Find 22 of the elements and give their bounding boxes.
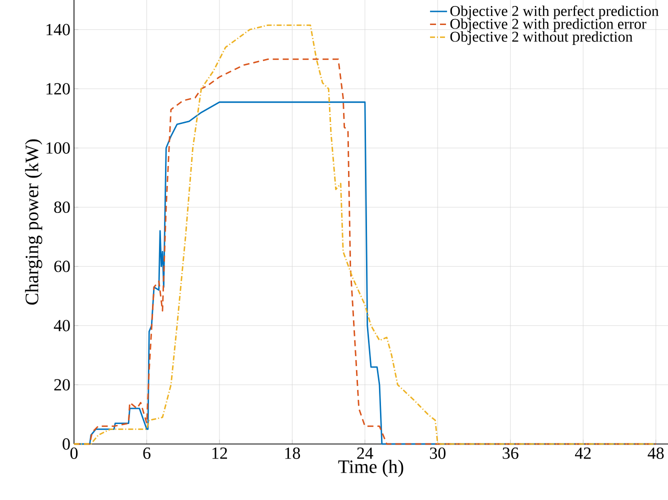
y-tick-label: 140 bbox=[46, 24, 70, 36]
x-tick-label: 0 bbox=[70, 448, 78, 459]
y-tick-label: 100 bbox=[46, 142, 70, 154]
y-tick-label: 40 bbox=[54, 320, 70, 332]
x-tick-label: 6 bbox=[143, 448, 150, 459]
x-tick-label: 24 bbox=[357, 448, 374, 459]
x-tick-label: 18 bbox=[285, 448, 300, 459]
x-tick-label: 48 bbox=[648, 448, 664, 459]
legend-label: Objective 2 with perfect prediction bbox=[450, 5, 659, 20]
legend-label: Objective 2 with prediction error bbox=[450, 18, 646, 32]
y-tick-label: 0 bbox=[62, 438, 70, 450]
x-axis-title: Time (h) bbox=[338, 460, 404, 477]
x-tick-label: 36 bbox=[502, 448, 518, 459]
y-tick-label: 20 bbox=[54, 379, 70, 391]
y-axis-title: Charging power (kW) bbox=[25, 139, 42, 305]
y-tick-label: 120 bbox=[46, 83, 70, 95]
x-tick-label: 30 bbox=[430, 448, 446, 459]
x-tick-label: 12 bbox=[212, 448, 227, 459]
legend-label: Objective 2 without prediction bbox=[450, 31, 633, 45]
y-tick-label: 80 bbox=[54, 201, 70, 213]
x-tick-label: 42 bbox=[575, 448, 591, 459]
y-tick-label: 60 bbox=[54, 260, 70, 272]
